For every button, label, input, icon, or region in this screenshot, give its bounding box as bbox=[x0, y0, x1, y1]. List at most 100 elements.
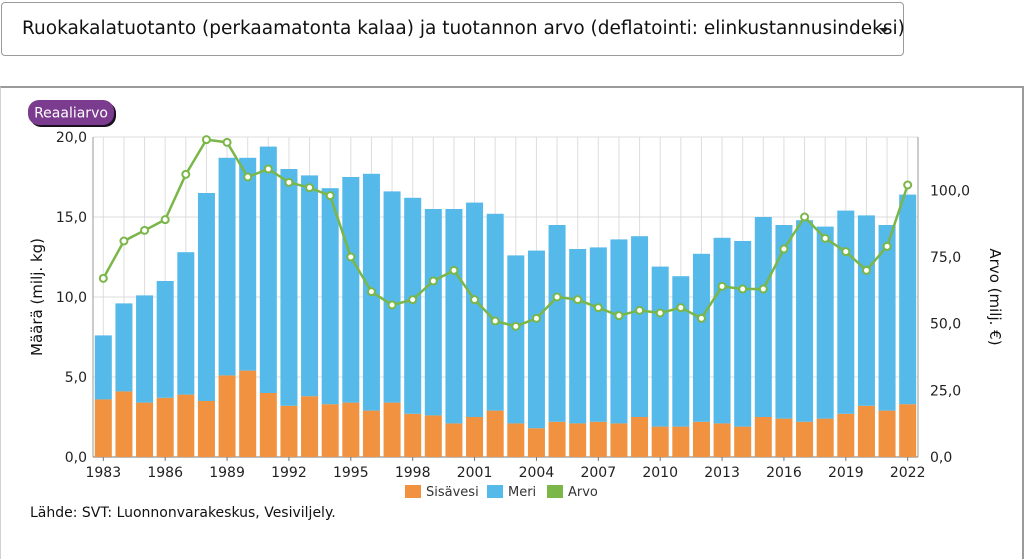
point-arvo[interactable] bbox=[222, 137, 232, 147]
point-arvo[interactable] bbox=[717, 281, 727, 291]
bar-meri[interactable] bbox=[734, 241, 752, 427]
bar-sisavesi[interactable] bbox=[631, 417, 649, 457]
legend-label[interactable]: Meri bbox=[508, 485, 536, 500]
bar-meri[interactable] bbox=[94, 335, 112, 400]
bar-sisavesi[interactable] bbox=[115, 391, 133, 457]
bar-sisavesi[interactable] bbox=[321, 404, 339, 457]
bar-sisavesi[interactable] bbox=[94, 399, 112, 457]
bar-sisavesi[interactable] bbox=[424, 415, 442, 457]
point-arvo[interactable] bbox=[573, 295, 583, 305]
bar-sisavesi[interactable] bbox=[156, 397, 174, 457]
bar-meri[interactable] bbox=[321, 188, 339, 405]
bar-meri[interactable] bbox=[672, 276, 690, 427]
bar-meri[interactable] bbox=[404, 197, 422, 414]
bar-meri[interactable] bbox=[239, 157, 257, 371]
bar-sisavesi[interactable] bbox=[589, 421, 607, 457]
bar-sisavesi[interactable] bbox=[610, 423, 628, 457]
bar-sisavesi[interactable] bbox=[466, 417, 484, 457]
bar-meri[interactable] bbox=[280, 169, 298, 406]
bar-meri[interactable] bbox=[301, 175, 319, 397]
bar-meri[interactable] bbox=[197, 193, 215, 401]
bar-meri[interactable] bbox=[610, 239, 628, 424]
point-arvo[interactable] bbox=[696, 313, 706, 323]
bar-meri[interactable] bbox=[507, 255, 525, 424]
bar-meri[interactable] bbox=[631, 236, 649, 417]
bar-meri[interactable] bbox=[218, 157, 236, 376]
point-arvo[interactable] bbox=[408, 295, 418, 305]
bar-meri[interactable] bbox=[342, 177, 360, 403]
point-arvo[interactable] bbox=[841, 247, 851, 257]
bar-sisavesi[interactable] bbox=[342, 402, 360, 457]
bar-meri[interactable] bbox=[692, 253, 710, 422]
bar-sisavesi[interactable] bbox=[218, 375, 236, 457]
bar-sisavesi[interactable] bbox=[878, 410, 896, 457]
legend-swatch-2[interactable] bbox=[547, 485, 563, 498]
point-arvo[interactable] bbox=[779, 244, 789, 254]
bar-meri[interactable] bbox=[899, 194, 917, 405]
bar-sisavesi[interactable] bbox=[527, 428, 545, 457]
point-arvo[interactable] bbox=[181, 169, 191, 179]
bar-meri[interactable] bbox=[136, 295, 154, 403]
bar-sisavesi[interactable] bbox=[775, 418, 793, 457]
point-arvo[interactable] bbox=[490, 316, 500, 326]
bar-meri[interactable] bbox=[486, 213, 504, 411]
bar-meri[interactable] bbox=[589, 247, 607, 422]
legend-label[interactable]: Sisävesi bbox=[426, 485, 479, 500]
point-arvo[interactable] bbox=[511, 321, 521, 331]
bar-meri[interactable] bbox=[445, 209, 463, 424]
bar-sisavesi[interactable] bbox=[301, 396, 319, 457]
bar-meri[interactable] bbox=[878, 225, 896, 411]
point-arvo[interactable] bbox=[428, 276, 438, 286]
bar-meri[interactable] bbox=[177, 252, 195, 395]
bar-sisavesi[interactable] bbox=[796, 421, 814, 457]
bar-meri[interactable] bbox=[156, 281, 174, 398]
bar-meri[interactable] bbox=[857, 215, 875, 406]
point-arvo[interactable] bbox=[635, 305, 645, 315]
bar-sisavesi[interactable] bbox=[837, 413, 855, 457]
bar-sisavesi[interactable] bbox=[136, 402, 154, 457]
bar-meri[interactable] bbox=[796, 220, 814, 422]
bar-sisavesi[interactable] bbox=[507, 423, 525, 457]
bar-sisavesi[interactable] bbox=[816, 418, 834, 457]
bar-sisavesi[interactable] bbox=[692, 421, 710, 457]
chevron-down-icon[interactable] bbox=[879, 28, 889, 33]
bar-sisavesi[interactable] bbox=[362, 410, 380, 457]
point-arvo[interactable] bbox=[820, 233, 830, 243]
point-arvo[interactable] bbox=[98, 273, 108, 283]
bar-sisavesi[interactable] bbox=[445, 423, 463, 457]
indicator-select[interactable]: Ruokakalatuotanto (perkaamatonta kalaa) … bbox=[1, 2, 905, 56]
bar-sisavesi[interactable] bbox=[899, 404, 917, 457]
bar-sisavesi[interactable] bbox=[857, 405, 875, 457]
point-arvo[interactable] bbox=[387, 300, 397, 310]
bar-sisavesi[interactable] bbox=[280, 405, 298, 457]
point-arvo[interactable] bbox=[201, 135, 211, 145]
point-arvo[interactable] bbox=[593, 303, 603, 313]
point-arvo[interactable] bbox=[263, 164, 273, 174]
bar-meri[interactable] bbox=[115, 303, 133, 392]
bar-sisavesi[interactable] bbox=[259, 393, 277, 457]
bar-sisavesi[interactable] bbox=[548, 421, 566, 457]
bar-meri[interactable] bbox=[569, 249, 587, 424]
legend-label[interactable]: Arvo bbox=[568, 485, 598, 500]
bar-sisavesi[interactable] bbox=[239, 370, 257, 457]
point-arvo[interactable] bbox=[758, 284, 768, 294]
point-arvo[interactable] bbox=[738, 284, 748, 294]
point-arvo[interactable] bbox=[140, 225, 150, 235]
bar-meri[interactable] bbox=[816, 226, 834, 419]
bar-meri[interactable] bbox=[527, 250, 545, 429]
bar-sisavesi[interactable] bbox=[197, 401, 215, 457]
point-arvo[interactable] bbox=[366, 287, 376, 297]
point-arvo[interactable] bbox=[160, 215, 170, 225]
bar-sisavesi[interactable] bbox=[177, 394, 195, 457]
bar-sisavesi[interactable] bbox=[651, 426, 669, 457]
point-arvo[interactable] bbox=[243, 172, 253, 182]
point-arvo[interactable] bbox=[305, 183, 315, 193]
point-arvo[interactable] bbox=[449, 265, 459, 275]
bar-sisavesi[interactable] bbox=[713, 423, 731, 457]
point-arvo[interactable] bbox=[655, 308, 665, 318]
point-arvo[interactable] bbox=[676, 303, 686, 313]
point-arvo[interactable] bbox=[119, 236, 129, 246]
point-arvo[interactable] bbox=[861, 265, 871, 275]
bar-meri[interactable] bbox=[466, 202, 484, 417]
point-arvo[interactable] bbox=[552, 292, 562, 302]
